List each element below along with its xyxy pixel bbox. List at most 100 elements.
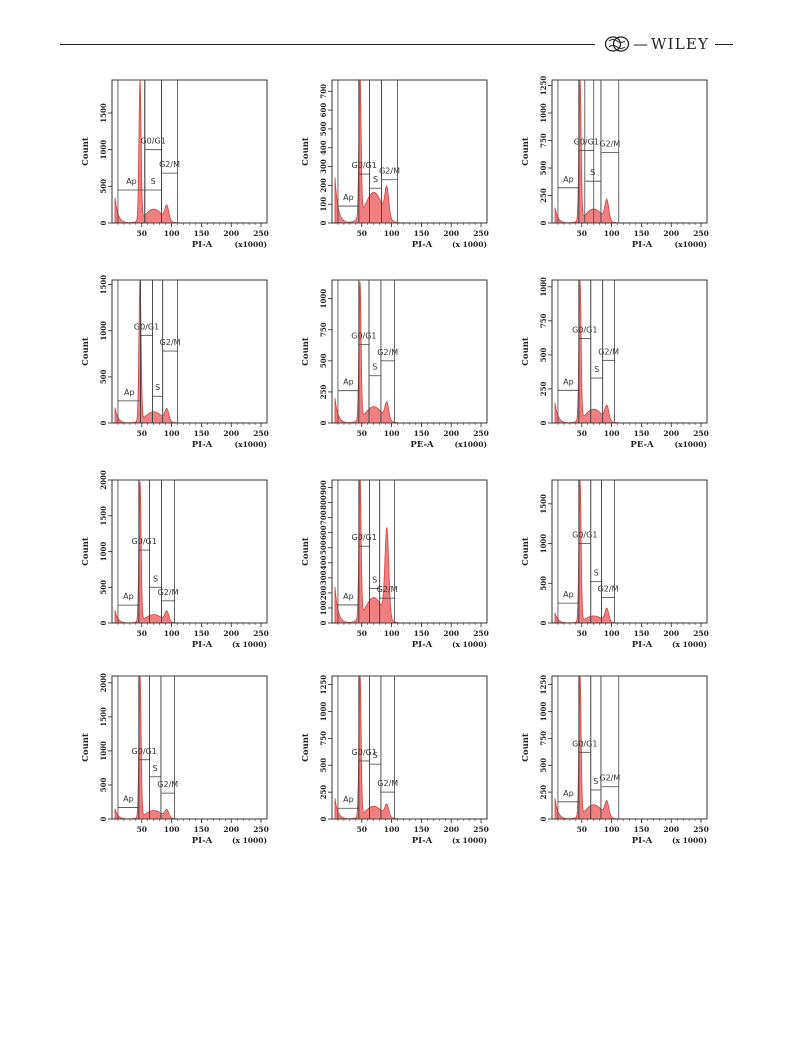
- y-tick-label: 1500: [539, 494, 548, 514]
- x-axis-unit: (x 1000): [452, 640, 487, 649]
- x-tick-label: 150: [634, 825, 650, 834]
- y-tick-label: 100: [319, 601, 328, 616]
- gate-label-g2m: G2/M: [158, 588, 179, 597]
- x-tick-label: 100: [384, 229, 400, 238]
- gate-region-ap: [557, 279, 580, 424]
- x-axis-label: PE-A: [410, 440, 434, 450]
- x-tick-label: 50: [577, 429, 587, 438]
- y-tick-label: 200: [319, 178, 328, 193]
- x-axis-unit: (x1000): [455, 440, 487, 449]
- histogram-panel-c2: Ap G0/G1 S G2/M 0 100 200 300 400 500 600 700 800 900…: [298, 470, 518, 658]
- x-tick-label: 50: [137, 825, 147, 834]
- x-tick-label: 200: [663, 825, 679, 834]
- y-tick-label: 0: [539, 220, 548, 225]
- x-tick-label: 100: [384, 429, 400, 438]
- x-tick-label: 100: [604, 429, 620, 438]
- x-tick-label: 200: [663, 229, 679, 238]
- y-tick-label: 0: [319, 620, 328, 625]
- x-tick-label: 200: [443, 429, 459, 438]
- gate-label-ap: Ap: [563, 175, 574, 184]
- y-tick-label: 0: [319, 420, 328, 425]
- x-tick-label: 150: [194, 825, 210, 834]
- gate-region-g2m: [600, 79, 620, 224]
- histogram-panel-a3: Ap G0/G1 S G2/M 0 250 500 750 1000 1250 50 100 150 20…: [518, 70, 738, 258]
- y-tick-label: 1250: [539, 675, 548, 695]
- y-tick-label: 500: [99, 369, 108, 384]
- y-axis-label: Count: [301, 537, 311, 566]
- plot-frame: [331, 479, 488, 624]
- y-tick-label: 700: [319, 84, 328, 99]
- gate-label-g2m: G2/M: [599, 774, 620, 783]
- x-tick-label: 200: [663, 629, 679, 638]
- gate-label-g2m: G2/M: [377, 348, 398, 357]
- y-tick-label: 1000: [319, 702, 328, 722]
- gate-label-ap: Ap: [563, 377, 574, 386]
- y-tick-label: 500: [319, 758, 328, 773]
- x-axis-unit: (x1000): [235, 240, 267, 249]
- x-axis-unit: (x 1000): [452, 836, 487, 845]
- x-tick-label: 200: [223, 429, 239, 438]
- gate-region-s: [149, 479, 162, 624]
- y-tick-label: 800: [319, 495, 328, 510]
- gate-label-g0g1: G0/G1: [572, 739, 597, 748]
- gate-label-g2m: G2/M: [157, 780, 178, 789]
- x-axis-unit: (x 1000): [232, 836, 267, 845]
- x-axis-unit: (x1000): [675, 440, 707, 449]
- x-axis-label: PE-A: [630, 440, 654, 450]
- histogram-svg: ApG0/G1SG2/M0100200300400500600700800900…: [301, 479, 489, 650]
- x-tick-label: 250: [693, 229, 709, 238]
- y-tick-label: 750: [319, 731, 328, 746]
- gate-label-g2m: G2/M: [379, 167, 400, 176]
- x-tick-label: 200: [223, 825, 239, 834]
- x-axis-label: PI-A: [192, 640, 213, 650]
- y-tick-label: 0: [99, 220, 108, 225]
- gate-region-g2m: [602, 279, 615, 424]
- histogram-area: [334, 479, 410, 624]
- histogram-area: [114, 481, 190, 624]
- y-tick-label: 0: [99, 620, 108, 625]
- gate-region-g2m: [380, 675, 395, 820]
- y-tick-label: 1250: [539, 76, 548, 96]
- gate-label-s: S: [594, 365, 599, 374]
- histogram-panel-a2: Ap G0/G1 S G2/M 0 100 200 300 400 500 600 700 50 100 1…: [298, 70, 518, 258]
- gate-label-s: S: [373, 175, 378, 184]
- y-tick-label: 1000: [539, 534, 548, 554]
- publisher-name: WILEY: [651, 35, 710, 53]
- y-tick-label: 400: [319, 140, 328, 155]
- y-tick-label: 2000: [99, 470, 108, 490]
- y-tick-label: 0: [99, 816, 108, 821]
- gate-label-s: S: [590, 168, 595, 177]
- x-tick-label: 250: [253, 429, 269, 438]
- plot-frame: [331, 79, 488, 224]
- y-tick-label: 1000: [99, 542, 108, 562]
- y-tick-label: 0: [319, 220, 328, 225]
- histogram-panel-b1: Ap G0/G1 S G2/M 0 500 1000 1500 50 100 150 200 250 Co…: [78, 270, 298, 458]
- y-tick-label: 500: [319, 353, 328, 368]
- y-tick-label: 0: [99, 420, 108, 425]
- gate-label-g2m: G2/M: [598, 585, 619, 594]
- y-tick-label: 1000: [99, 140, 108, 160]
- histogram-svg: Ap G0/G1 SG2/M 0 500 1000 1500 50 100 150 200 250 Co…: [81, 79, 269, 250]
- y-tick-label: 500: [539, 758, 548, 773]
- x-tick-label: 150: [634, 229, 650, 238]
- y-tick-label: 500: [319, 121, 328, 136]
- x-axis-label: PI-A: [632, 836, 653, 846]
- histogram-svg: Ap G0/G1 SG2/M 0 500 1000 1500 2000 50 100 150 200 2…: [81, 470, 269, 650]
- x-tick-label: 250: [473, 825, 489, 834]
- gate-region-ap: [117, 479, 140, 624]
- histogram-svg: Ap G0/G1 S G2/M 0 250 500 750 1000 1250 50 100 150 20…: [521, 76, 709, 250]
- x-tick-label: 50: [357, 229, 367, 238]
- y-axis-label: Count: [81, 337, 91, 366]
- x-axis-label: PI-A: [412, 640, 433, 650]
- gate-label-g2m: G2/M: [377, 779, 398, 788]
- x-tick-label: 100: [164, 229, 180, 238]
- gate-region-g2m: [161, 79, 178, 224]
- gate-label-s: S: [372, 575, 377, 584]
- y-tick-label: 750: [539, 731, 548, 746]
- gate-region-s: [584, 79, 602, 224]
- gate-label-g2m: G2/M: [377, 585, 398, 594]
- x-tick-label: 150: [414, 825, 430, 834]
- publisher-dash: —: [633, 35, 648, 53]
